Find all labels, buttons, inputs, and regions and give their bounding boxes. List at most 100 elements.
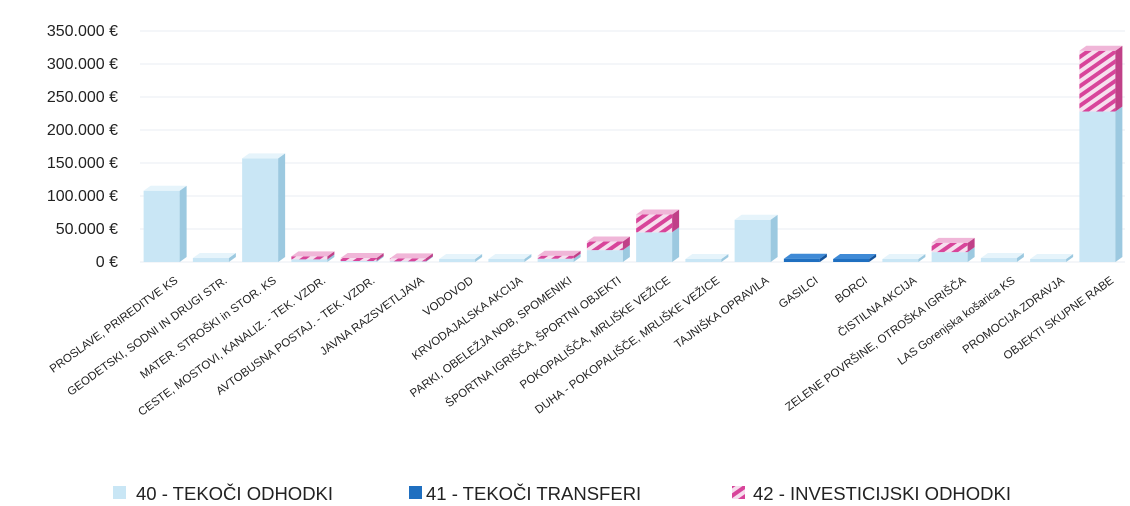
- bar-group: [1030, 254, 1074, 262]
- x-tick-label: CESTE, MOSTOVI, KANALIZ. - TEK. VZDR.: [136, 275, 328, 419]
- bar-side-face: [524, 254, 532, 262]
- bar-group: [389, 253, 433, 262]
- bar-42-segment: [537, 255, 574, 259]
- legend-swatch: [113, 486, 126, 499]
- y-tick-label: 50.000 €: [56, 221, 118, 238]
- bar-top-face: [389, 253, 433, 259]
- bar-top-face: [143, 185, 187, 191]
- bar-group: [734, 214, 778, 262]
- bar-group: [931, 237, 975, 262]
- bar-side-face: [672, 209, 680, 233]
- bar-40-segment: [586, 250, 623, 262]
- bar-40-segment: [636, 232, 673, 262]
- legend-item: 40 - TEKOČI ODHODKI: [113, 483, 333, 504]
- bar-top-face: [192, 253, 236, 259]
- legend-swatch: [732, 486, 745, 499]
- bar-42-segment: [931, 242, 968, 253]
- bar-side-face: [967, 247, 975, 262]
- bar-top-face: [980, 253, 1024, 259]
- bar-group: [783, 253, 827, 262]
- bar-side-face: [573, 253, 581, 262]
- bar-side-face: [228, 253, 236, 262]
- y-tick-label: 150.000 €: [47, 155, 118, 172]
- bar-40-segment: [980, 258, 1017, 262]
- bar-40-segment: [291, 259, 328, 262]
- y-tick-label: 300.000 €: [47, 56, 118, 73]
- bar-top-face: [291, 251, 335, 257]
- bar-40-segment: [488, 259, 525, 262]
- y-tick-label: 200.000 €: [47, 122, 118, 139]
- bar-side-face: [1016, 253, 1024, 262]
- legend: 40 - TEKOČI ODHODKI 41 - TEKOČI TRANSFERI…: [113, 483, 1011, 504]
- bar-top-face: [931, 237, 975, 243]
- bar-top-face: [1030, 254, 1074, 259]
- x-tick-label: ŠPORTNA IGRIŠČA, ŠPORTNI OBJEKTI: [443, 274, 623, 410]
- legend-label: 41 - TEKOČI TRANSFERI: [426, 483, 641, 504]
- bar-40-segment: [192, 258, 229, 262]
- bar-group: [882, 254, 926, 262]
- bar-side-face: [327, 254, 335, 262]
- bar-side-face: [721, 254, 729, 262]
- bar-side-face: [1066, 254, 1074, 262]
- x-tick-label: GASILCI: [777, 275, 821, 311]
- y-tick-label: 0 €: [96, 254, 118, 271]
- bar-top-face: [783, 253, 827, 259]
- bar-42-segment: [340, 258, 377, 262]
- bar-40-segment: [537, 258, 574, 262]
- bar-group: [636, 209, 680, 262]
- bar-42-segment: [1079, 50, 1116, 112]
- bar-side-face: [770, 214, 778, 262]
- bar-side-face: [573, 250, 581, 259]
- bar-42-segment: [291, 256, 328, 260]
- bar-top-face: [636, 209, 680, 215]
- legend-item: 41 - TEKOČI TRANSFERI: [409, 483, 641, 504]
- bar-group: [537, 250, 581, 262]
- bar-40-segment: [143, 190, 180, 262]
- y-axis: 350.000 € 300.000 € 250.000 € 200.000 € 150.…: [47, 23, 118, 271]
- bar-group: [242, 153, 286, 262]
- x-tick-label: ČISTILNA AKCIJA: [835, 274, 919, 340]
- bar-40-segment: [1079, 111, 1116, 263]
- bar-group: [980, 253, 1024, 262]
- legend-label: 42 - INVESTICIJSKI ODHODKI: [753, 483, 1011, 504]
- bar-group: [439, 254, 483, 262]
- y-tick-label: 350.000 €: [47, 23, 118, 40]
- bar-top-face: [882, 254, 926, 259]
- bar-group: [143, 185, 187, 262]
- bar-side-face: [1115, 45, 1123, 112]
- bar-42-segment: [389, 258, 426, 262]
- bar-side-face: [869, 254, 877, 262]
- bar-40-segment: [931, 252, 968, 262]
- bar-group: [488, 254, 532, 262]
- bar-40-segment: [439, 259, 476, 262]
- bar-top-face: [242, 153, 286, 159]
- bar-group: [340, 253, 384, 262]
- x-tick-label: BORCI: [833, 275, 870, 306]
- bar-42-segment: [586, 241, 623, 251]
- bar-group: [685, 254, 729, 262]
- bar-group: [586, 236, 630, 262]
- x-tick-label: ZELENE POVRŠINE, OTROŠKA IGRIŠČA: [783, 274, 969, 414]
- legend-item: 42 - INVESTICIJSKI ODHODKI: [732, 483, 1011, 504]
- bar-group: [833, 254, 877, 262]
- bar-group: [291, 251, 335, 262]
- bar-side-face: [622, 245, 630, 262]
- bar-top-face: [488, 254, 532, 259]
- x-tick-label: TAJNIŠKA OPRAVILA: [672, 274, 772, 351]
- bar-top-face: [734, 214, 778, 220]
- bar-side-face: [179, 185, 187, 262]
- bar-group: [1079, 45, 1123, 263]
- bar-40-segment: [1030, 259, 1067, 262]
- bar-top-face: [340, 253, 384, 259]
- bar-side-face: [672, 227, 680, 262]
- bar-40-segment: [734, 219, 771, 262]
- y-tick-label: 100.000 €: [47, 188, 118, 205]
- bar-side-face: [1115, 106, 1123, 263]
- bar-side-face: [967, 237, 975, 253]
- bar-40-segment: [242, 158, 279, 262]
- bar-40-segment: [685, 259, 722, 262]
- bar-top-face: [1079, 45, 1123, 51]
- bars: [143, 45, 1123, 263]
